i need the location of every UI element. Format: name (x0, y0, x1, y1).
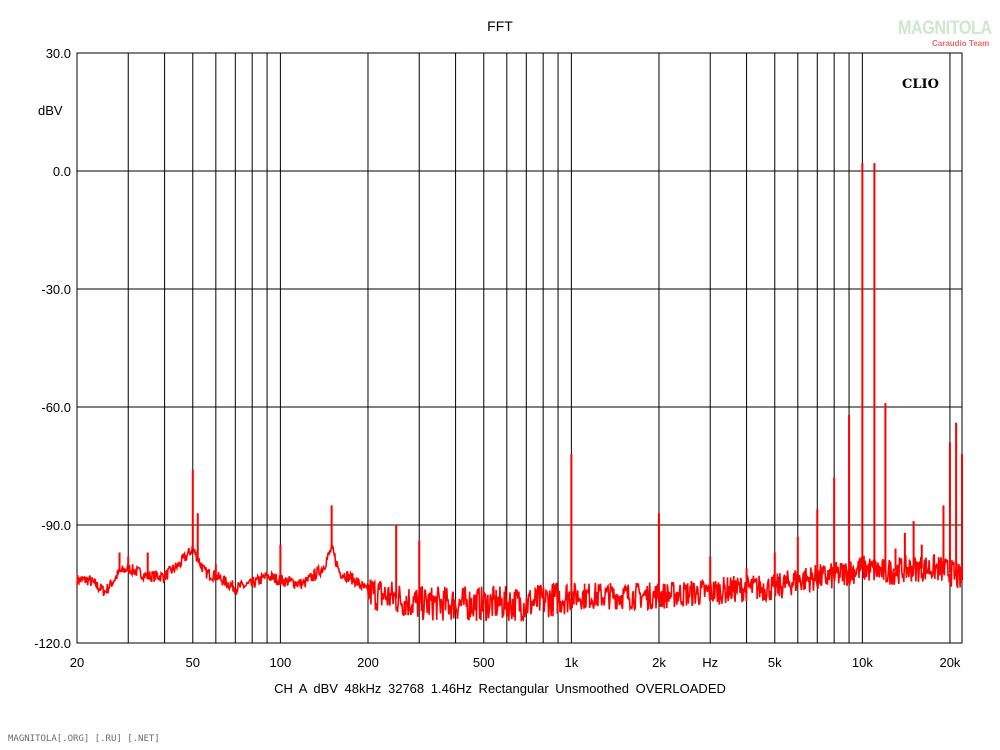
y-tick-label: 0.0 (53, 164, 71, 179)
chart-title: FFT (487, 18, 513, 34)
plot-area (76, 52, 963, 644)
x-tick-label: 20k (939, 655, 960, 670)
y-tick-label: -30.0 (41, 282, 71, 297)
x-tick-label: 500 (473, 655, 495, 670)
y-axis-unit: dBV (38, 103, 63, 118)
x-tick-label: 2k (652, 655, 666, 670)
y-tick-label: -90.0 (41, 518, 71, 533)
clio-brand: CLIO (902, 77, 939, 92)
series-layer (76, 163, 963, 623)
x-tick-labels: 20 50 100 200 500 1k 2k Hz 5k 10k 20k (70, 655, 961, 670)
x-tick-label: Hz (702, 655, 718, 670)
y-tick-label: 30.0 (46, 46, 71, 61)
logo-wordmark: MAGNITOLA (898, 18, 992, 39)
x-tick-label: 50 (186, 655, 200, 670)
x-tick-label: 1k (565, 655, 579, 670)
x-tick-label: 200 (357, 655, 379, 670)
y-tick-label: -120.0 (34, 636, 71, 651)
logo-subtitle: Caraudio Team (932, 39, 990, 48)
magnitola-logo: MAGNITOLA Caraudio Team (898, 18, 992, 50)
y-tick-labels: 30.0 0.0 -30.0 -60.0 -90.0 -120.0 (34, 46, 71, 651)
y-tick-label: -60.0 (41, 400, 71, 415)
x-tick-label: 100 (270, 655, 292, 670)
x-tick-label: 5k (768, 655, 782, 670)
x-tick-label: 10k (852, 655, 873, 670)
site-credit: MAGNITOLA[.ORG] [.RU] [.NET] (8, 734, 160, 744)
measurement-info: CH A dBV 48kHz 32768 1.46Hz Rectangular … (274, 681, 726, 696)
fft-noise-floor-line (76, 543, 963, 623)
x-tick-label: 20 (70, 655, 84, 670)
